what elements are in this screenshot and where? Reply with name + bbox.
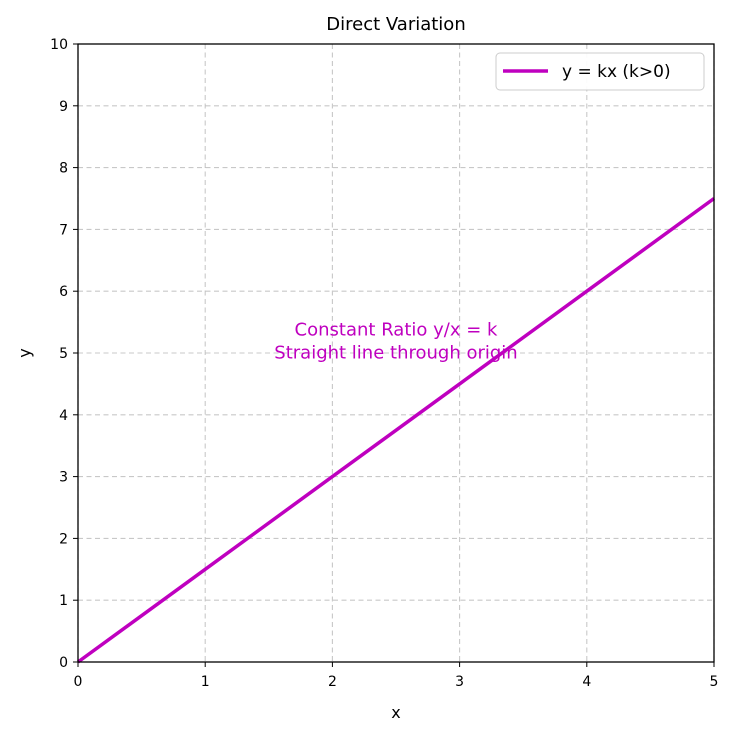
y-tick-label: 8 [59, 161, 68, 177]
x-axis-label: x [391, 703, 400, 722]
y-tick-label: 9 [59, 99, 68, 115]
annotation-line: Constant Ratio y/x = k [295, 320, 498, 341]
x-tick-label: 3 [455, 674, 464, 690]
y-tick-label: 7 [59, 222, 68, 238]
axis-ticks: 0 1 2 3 4 5 0 1 2 3 4 5 6 7 8 9 10 [50, 37, 718, 690]
y-axis-label: y [15, 348, 34, 357]
legend-box [495, 52, 705, 91]
y-tick-label: 6 [59, 284, 68, 300]
x-tick-label: 0 [74, 674, 83, 690]
x-tick-label: 2 [328, 674, 337, 690]
legend-label: y = kx (k>0) [562, 62, 671, 82]
chart-title: Direct Variation [326, 14, 465, 35]
y-tick-label: 0 [59, 655, 68, 671]
y-tick-label: 5 [59, 346, 68, 362]
annotation-line: Straight line through origin [274, 343, 517, 364]
y-tick-label: 3 [59, 470, 68, 486]
y-tick-label: 2 [59, 531, 68, 547]
y-tick-label: 1 [59, 593, 68, 609]
series-layer [76, 197, 716, 664]
y-tick-label: 4 [59, 408, 68, 424]
x-tick-label: 5 [710, 674, 719, 690]
x-tick-label: 1 [201, 674, 210, 690]
y-tick-label: 10 [50, 37, 68, 53]
x-tick-label: 4 [582, 674, 591, 690]
legend: y = kx (k>0) [495, 52, 705, 91]
series-line [76, 197, 716, 664]
